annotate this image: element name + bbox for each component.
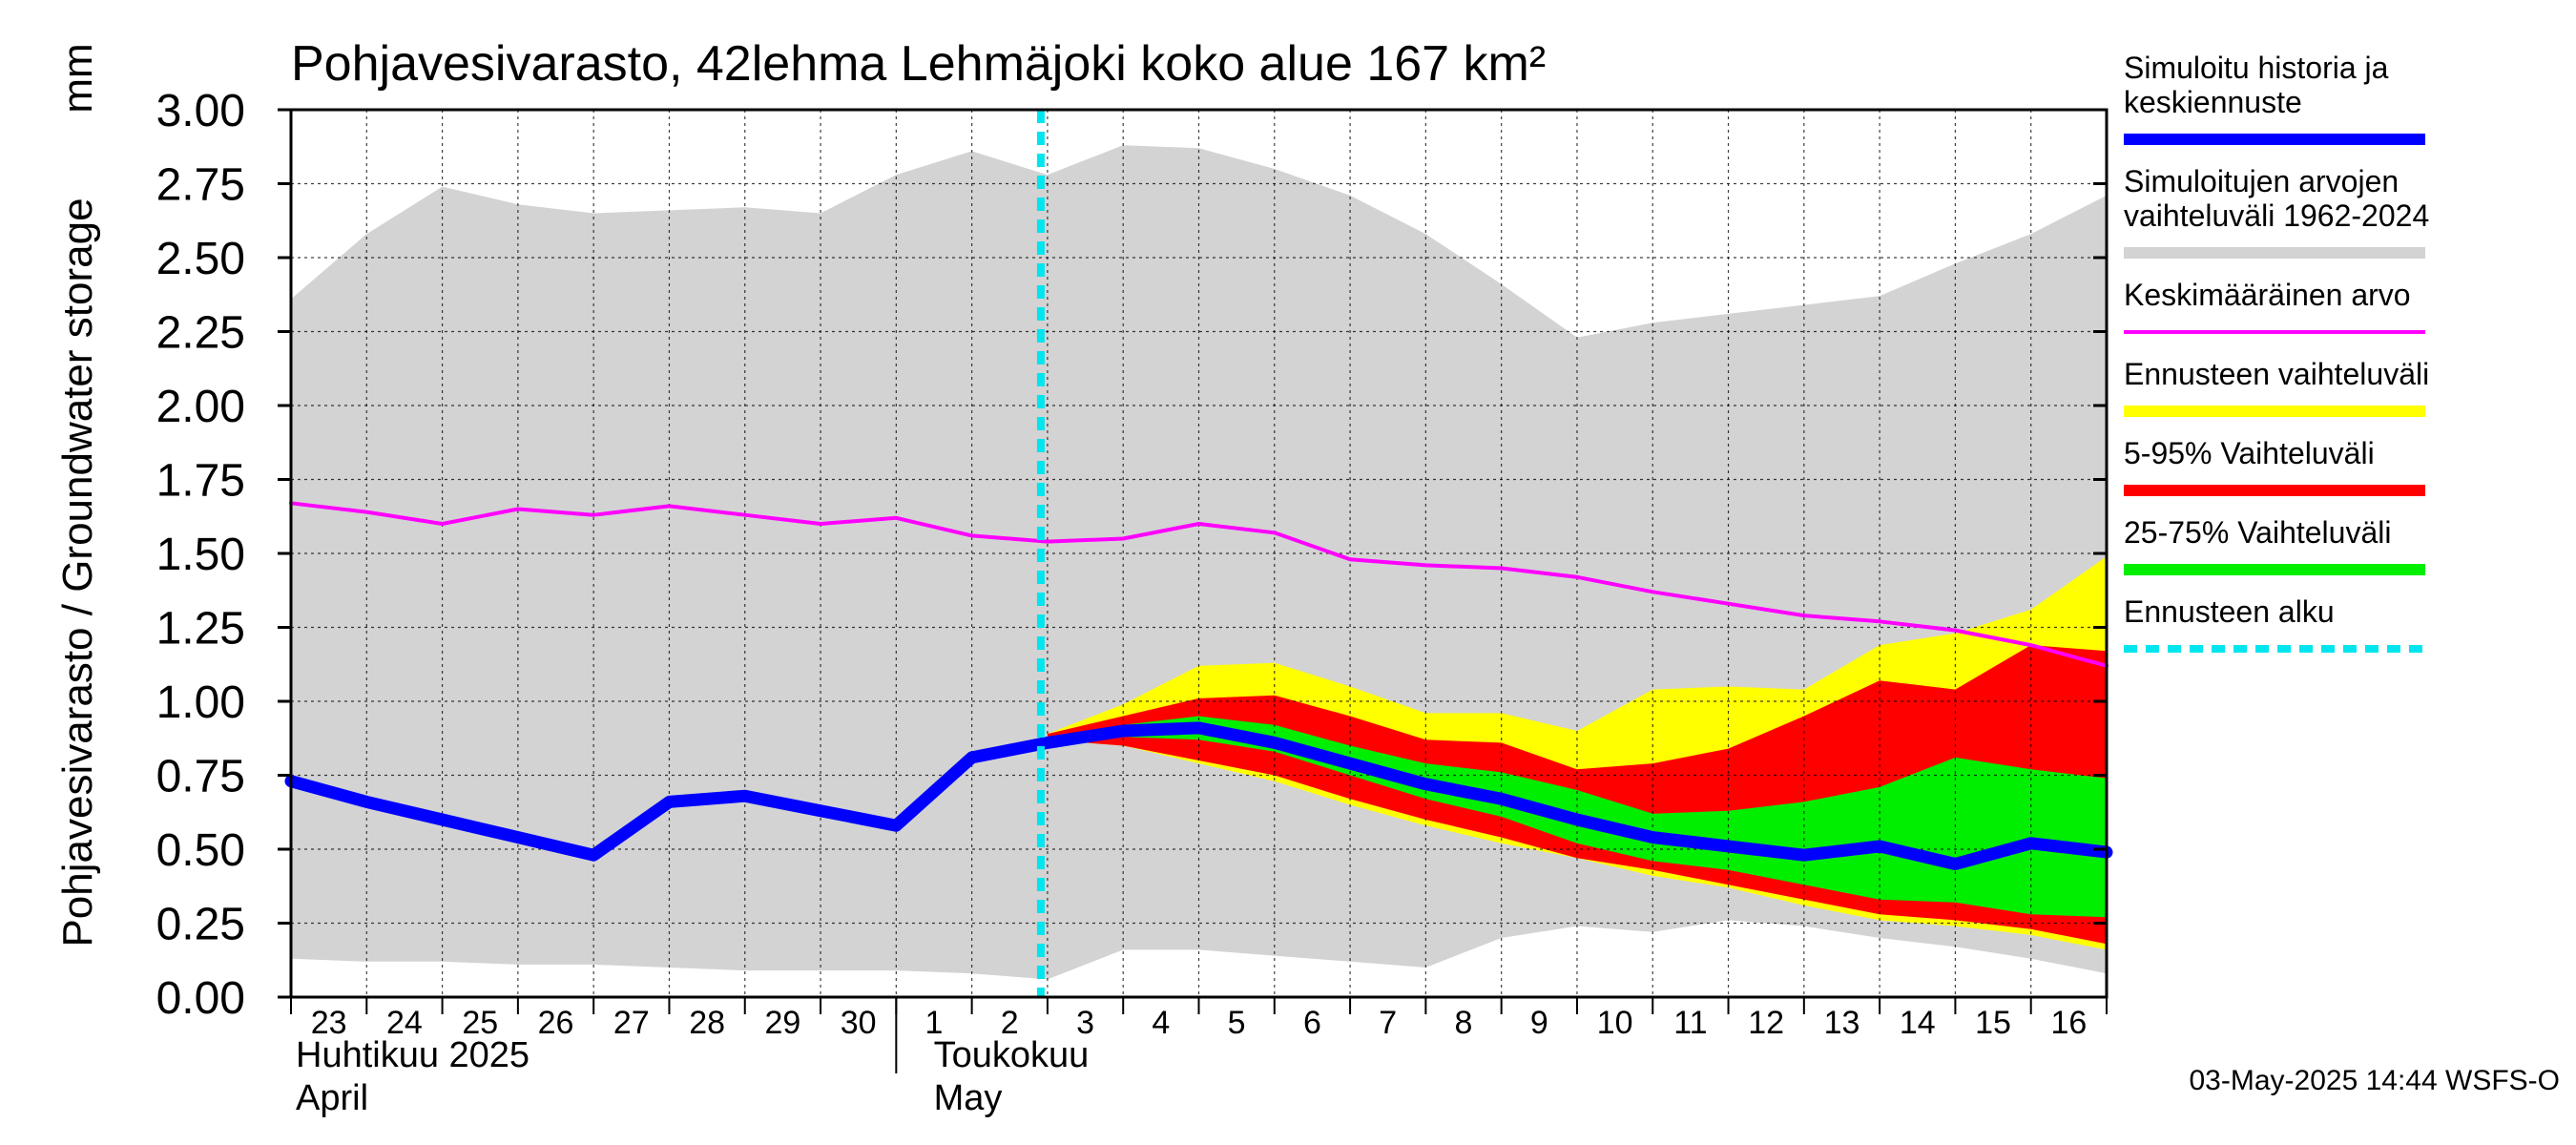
x-tick-label: 2 (1001, 1005, 1019, 1041)
x-tick-label: 29 (764, 1005, 800, 1041)
x-tick-label: 24 (386, 1005, 423, 1041)
y-tick-label: 1.50 (156, 530, 245, 580)
chart-title: Pohjavesivarasto, 42lehma Lehmäjoki koko… (291, 36, 1546, 92)
x-tick-label: 12 (1748, 1005, 1784, 1041)
y-axis-unit: mm (54, 43, 101, 113)
mean-value-line (289, 501, 2109, 668)
timestamp: 03-May-2025 14:44 WSFS-O (2190, 1065, 2561, 1096)
axes-layer: 0.00 0.25 0.50 0.75 1.00 1.25 1.50 1.75 2.00 2.25… (156, 86, 2109, 1118)
x-tick-label: 15 (1975, 1005, 2011, 1041)
lines-layer (284, 110, 2113, 997)
y-tick-label: 2.75 (156, 160, 245, 211)
legend-label: 5-95% Vaihteluväli (2124, 436, 2375, 470)
legend-label: keskiennuste (2124, 85, 2302, 119)
x-tick-label: 10 (1597, 1005, 1633, 1041)
x-tick-label: 3 (1076, 1005, 1094, 1041)
y-tick-label: 2.00 (156, 382, 245, 432)
legend-label: 25-75% Vaihteluväli (2124, 515, 2391, 550)
x-tick-label: 1 (925, 1005, 944, 1041)
legend-label: Simuloitujen arvojen (2124, 164, 2399, 198)
x-tick-label: 7 (1379, 1005, 1397, 1041)
x-tick-label: 30 (841, 1005, 877, 1041)
x-tick-label: 9 (1530, 1005, 1548, 1041)
x-tick-label: 23 (311, 1005, 347, 1041)
x-tick-label: 16 (2050, 1005, 2087, 1041)
x-tick-label: 25 (462, 1005, 498, 1041)
grid-layer (290, 109, 2108, 998)
median-forecast-line (284, 721, 2113, 870)
x-tick-label: 27 (613, 1005, 650, 1041)
y-tick-label: 0.25 (156, 900, 245, 950)
y-tick-label: 1.25 (156, 604, 245, 655)
month-label: Toukokuu (934, 1035, 1090, 1075)
x-tick-label: 26 (538, 1005, 574, 1041)
y-tick-label: 0.50 (156, 825, 245, 876)
x-tick-label: 13 (1824, 1005, 1860, 1041)
x-tick-label: 14 (1900, 1005, 1936, 1041)
x-tick-label: 11 (1673, 1005, 1707, 1041)
y-tick-label: 0.75 (156, 752, 245, 802)
legend-label: Keskimääräinen arvo (2124, 278, 2411, 312)
legend-label: Ennusteen vaihteluväli (2124, 357, 2429, 391)
legend-label: Simuloitu historia ja (2124, 51, 2389, 85)
legend-label: vaihteluväli 1962-2024 (2124, 198, 2429, 233)
month-label: Huhtikuu 2025 (296, 1035, 530, 1075)
month-label-en: May (934, 1078, 1003, 1118)
y-tick-label: 3.00 (156, 86, 245, 136)
x-tick-label: 8 (1455, 1005, 1473, 1041)
legend-label: Ennusteen alku (2124, 594, 2335, 629)
x-tick-label: 28 (689, 1005, 725, 1041)
y-tick-label: 1.00 (156, 677, 245, 728)
y-tick-label: 2.50 (156, 234, 245, 284)
y-tick-label: 0.00 (156, 973, 245, 1024)
y-tick-label: 2.25 (156, 308, 245, 359)
x-tick-label: 5 (1228, 1005, 1246, 1041)
month-label-en: April (296, 1078, 368, 1118)
x-tick-label: 4 (1152, 1005, 1170, 1041)
y-tick-label: 1.75 (156, 456, 245, 507)
y-axis-label: Pohjavesivarasto / Groundwater storage (54, 198, 101, 947)
x-tick-label: 6 (1303, 1005, 1321, 1041)
